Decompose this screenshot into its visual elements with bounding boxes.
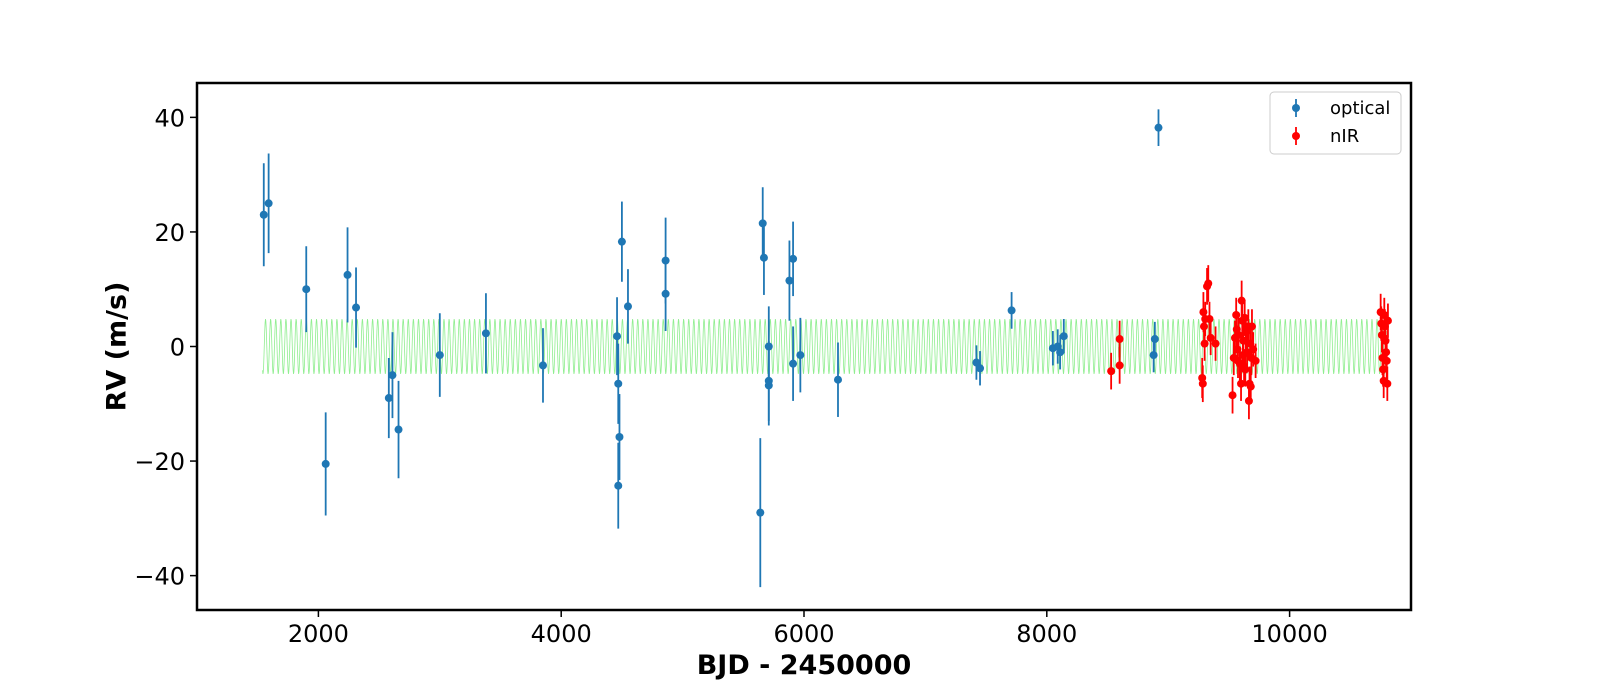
x-tick-label: 6000 bbox=[773, 620, 834, 648]
model-line bbox=[262, 319, 1387, 374]
data-point bbox=[1115, 361, 1124, 370]
data-point bbox=[1107, 367, 1116, 376]
data-point bbox=[623, 302, 632, 311]
data-point bbox=[384, 394, 393, 403]
data-point bbox=[1228, 391, 1237, 400]
data-series bbox=[259, 109, 1392, 588]
data-point bbox=[617, 237, 626, 246]
legend-label: nIR bbox=[1330, 126, 1359, 147]
data-point bbox=[789, 254, 798, 263]
data-point bbox=[1205, 315, 1214, 324]
data-point bbox=[789, 359, 798, 368]
data-point bbox=[1383, 379, 1392, 388]
data-point bbox=[1206, 333, 1215, 342]
data-point bbox=[1237, 379, 1246, 388]
x-tick-label: 2000 bbox=[288, 620, 349, 648]
data-point bbox=[264, 199, 273, 208]
model-curve bbox=[262, 319, 1387, 374]
x-tick-label: 8000 bbox=[1016, 620, 1077, 648]
data-point bbox=[1200, 339, 1209, 348]
y-tick-label: 20 bbox=[154, 219, 185, 247]
data-point bbox=[394, 425, 403, 434]
data-point bbox=[614, 481, 623, 490]
data-point bbox=[1243, 348, 1252, 357]
data-point bbox=[764, 381, 773, 390]
data-point bbox=[1204, 279, 1213, 288]
y-tick-label: 40 bbox=[154, 104, 185, 132]
data-point bbox=[1246, 382, 1255, 391]
data-point bbox=[435, 351, 444, 360]
series-optical bbox=[259, 109, 1163, 588]
legend-marker bbox=[1292, 132, 1300, 140]
data-point bbox=[481, 329, 490, 338]
data-point bbox=[1383, 316, 1392, 325]
data-point bbox=[259, 210, 268, 219]
data-point bbox=[321, 459, 330, 468]
data-point bbox=[1007, 306, 1016, 315]
data-point bbox=[785, 276, 794, 285]
data-point bbox=[796, 351, 805, 360]
data-point bbox=[833, 375, 842, 384]
series-nir bbox=[1107, 265, 1392, 420]
legend-entry-nir: nIR bbox=[1292, 126, 1359, 147]
plot-area bbox=[195, 81, 1413, 612]
y-tick-label: −20 bbox=[134, 448, 185, 476]
data-point bbox=[972, 358, 981, 367]
data-point bbox=[615, 433, 624, 442]
data-point bbox=[1237, 296, 1246, 305]
x-axis: 2000 4000 6000 8000 10000 bbox=[288, 610, 1328, 648]
legend-box bbox=[1269, 91, 1402, 155]
legend-entry-optical: optical bbox=[1292, 98, 1390, 119]
data-point bbox=[613, 332, 622, 341]
y-axis-label: RV (m/s) bbox=[102, 282, 133, 412]
data-point bbox=[1377, 331, 1386, 340]
data-point bbox=[756, 508, 765, 517]
y-axis: 40 20 0 −20 −40 bbox=[134, 104, 197, 591]
data-point bbox=[1198, 379, 1207, 388]
data-point bbox=[1211, 339, 1220, 348]
data-point bbox=[302, 285, 311, 294]
data-point bbox=[1154, 123, 1163, 132]
data-point bbox=[661, 289, 670, 298]
y-tick-label: 0 bbox=[170, 334, 185, 362]
data-point bbox=[1115, 335, 1124, 344]
data-point bbox=[388, 371, 397, 380]
data-point bbox=[1149, 351, 1158, 360]
data-point bbox=[1241, 365, 1250, 374]
data-point bbox=[759, 253, 768, 262]
x-tick-label: 10000 bbox=[1251, 620, 1327, 648]
data-point bbox=[976, 364, 985, 373]
x-tick-label: 4000 bbox=[531, 620, 592, 648]
data-point bbox=[1056, 348, 1065, 357]
x-axis-label: BJD - 2450000 bbox=[697, 650, 912, 681]
legend-marker bbox=[1292, 104, 1300, 112]
data-point bbox=[538, 361, 547, 370]
data-point bbox=[1251, 356, 1260, 365]
data-point bbox=[1234, 331, 1243, 340]
data-point bbox=[758, 219, 767, 228]
data-point bbox=[1247, 322, 1256, 331]
legend-label: optical bbox=[1330, 98, 1390, 119]
y-tick-label: −40 bbox=[134, 563, 185, 591]
legend: optical nIR bbox=[1269, 91, 1402, 155]
data-point bbox=[1059, 332, 1068, 341]
data-point bbox=[1150, 335, 1159, 344]
data-point bbox=[1382, 356, 1391, 365]
data-point bbox=[343, 270, 352, 279]
data-point bbox=[352, 303, 361, 312]
data-point bbox=[614, 379, 623, 388]
